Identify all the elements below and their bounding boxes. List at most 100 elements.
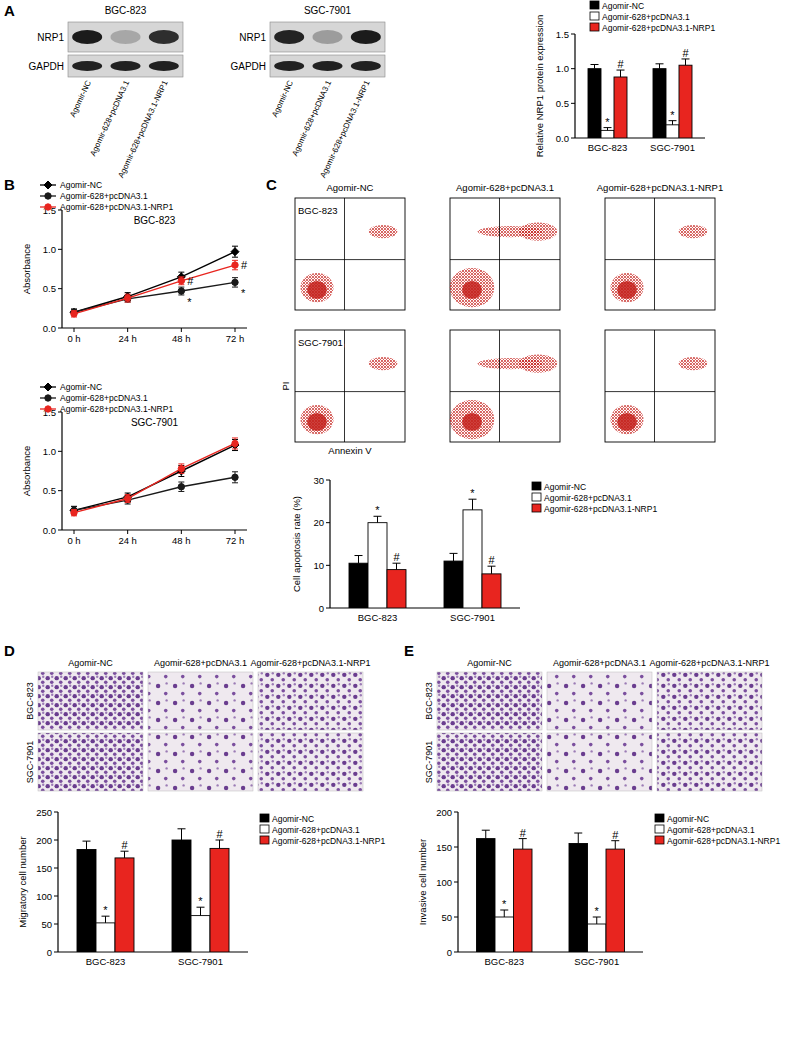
- y-tick-label: 1.0: [43, 244, 56, 255]
- legend-label: Agomir-628+pcDNA3.1-NRP1: [60, 202, 173, 212]
- row-label: SGC-7901: [424, 741, 434, 784]
- bar: [569, 844, 588, 953]
- legend-label: Agomir-628+pcDNA3.1: [667, 825, 755, 835]
- marker: [45, 395, 51, 401]
- bar: [477, 839, 496, 952]
- bar: [115, 858, 134, 952]
- flow-frame: [450, 330, 560, 442]
- y-tick: [571, 34, 575, 35]
- bar: [601, 130, 614, 138]
- y-tick: [571, 103, 575, 104]
- marks: [477, 830, 625, 952]
- bar: [191, 916, 210, 952]
- error-bar: [682, 59, 690, 65]
- y-tick: [326, 480, 330, 481]
- gate-line: [450, 259, 560, 260]
- blot-band: [313, 61, 343, 71]
- flow-core: [307, 281, 327, 299]
- micrograph: [547, 733, 652, 791]
- micrograph: [258, 733, 363, 791]
- error-bar: [178, 482, 184, 491]
- x-tick-label: 72 h: [226, 333, 245, 344]
- x-tick-label: BGC-823: [484, 956, 524, 967]
- error-bar: [178, 465, 184, 476]
- bar: [368, 523, 387, 608]
- marks: [70, 246, 239, 317]
- legend-label: Agomir-628+pcDNA3.1-NRP1: [60, 404, 173, 414]
- significance: #: [612, 829, 619, 841]
- y-tick-label: 0: [47, 947, 52, 958]
- x-tick-label: 0 h: [67, 333, 80, 344]
- marker: [232, 262, 238, 268]
- error-bar: [450, 553, 458, 561]
- marker: [232, 279, 238, 285]
- error-bar: [178, 287, 184, 295]
- x-tick-label: SGC-7901: [450, 612, 495, 623]
- y-tick: [58, 490, 62, 491]
- legend-label: Agomir-NC: [60, 382, 102, 392]
- blot-strip: [270, 22, 385, 52]
- y-tick: [58, 328, 62, 329]
- error-bar: [604, 128, 612, 131]
- error-bar: [669, 121, 677, 125]
- flow-core: [617, 281, 637, 299]
- y-tick-label: 20: [313, 517, 324, 528]
- flow-frame: [605, 198, 715, 310]
- y-tick-label: 250: [36, 807, 52, 818]
- marker: [70, 308, 78, 316]
- blot-row-label: GAPDH: [230, 61, 266, 72]
- gate-line: [605, 391, 715, 392]
- legend-label: Agomir-628+pcDNA3.1: [602, 12, 690, 22]
- marker: [71, 509, 77, 515]
- bar: [588, 69, 601, 138]
- gate-line: [344, 330, 345, 442]
- marker: [45, 406, 51, 412]
- flow-frame: [450, 198, 560, 310]
- error-bar: [178, 277, 184, 285]
- legend-swatch: [655, 814, 664, 822]
- series-line: [74, 282, 235, 312]
- y-tick-label: 0.5: [43, 485, 56, 496]
- error-bar: [393, 563, 401, 569]
- column-title: Agomir-628+pcDNA3.1-NRP1: [597, 182, 723, 193]
- y-axis: [57, 812, 58, 952]
- bar: [349, 563, 368, 608]
- bar: [463, 510, 482, 608]
- marks: [77, 829, 229, 952]
- axis-label: PI: [280, 382, 291, 391]
- y-tick: [54, 924, 58, 925]
- y-tick: [58, 249, 62, 250]
- blot-row-label: NRP1: [37, 32, 64, 43]
- y-tick-label: 0.0: [556, 133, 569, 144]
- significance: *: [198, 895, 203, 907]
- flow-cloud: [679, 225, 708, 238]
- panel-label: A: [4, 2, 15, 19]
- flow-cloud: [369, 357, 398, 370]
- legend-label: Agomir-628+pcDNA3.1-NRP1: [667, 836, 780, 846]
- x-tick-label: 24 h: [118, 333, 137, 344]
- significance: #: [241, 259, 248, 271]
- legend-label: Agomir-NC: [544, 482, 586, 492]
- error-bar: [519, 839, 527, 850]
- blot-band: [111, 30, 141, 44]
- error-bar: [125, 495, 131, 503]
- marks: [588, 59, 692, 138]
- legend-swatch: [260, 825, 269, 833]
- error-bar: [232, 278, 238, 287]
- lane-label: Agomir-628+pcDNA3.1: [88, 79, 131, 158]
- y-axis: [61, 210, 62, 328]
- error-bar: [71, 510, 77, 516]
- marks: [349, 499, 501, 608]
- y-tick: [54, 840, 58, 841]
- flow-cloud: [369, 225, 398, 238]
- lane-label: Agomir-NC: [270, 79, 295, 119]
- significance: #: [393, 551, 400, 563]
- error-bar: [591, 65, 599, 69]
- row-label: SGC-7901: [25, 741, 35, 784]
- marker: [178, 278, 184, 284]
- y-tick: [454, 847, 458, 848]
- marker: [178, 465, 184, 471]
- lane-label: Agomir-628+pcDNA3.1: [290, 79, 333, 158]
- row-label: SGC-7901: [298, 337, 343, 348]
- x-tick: [235, 530, 236, 534]
